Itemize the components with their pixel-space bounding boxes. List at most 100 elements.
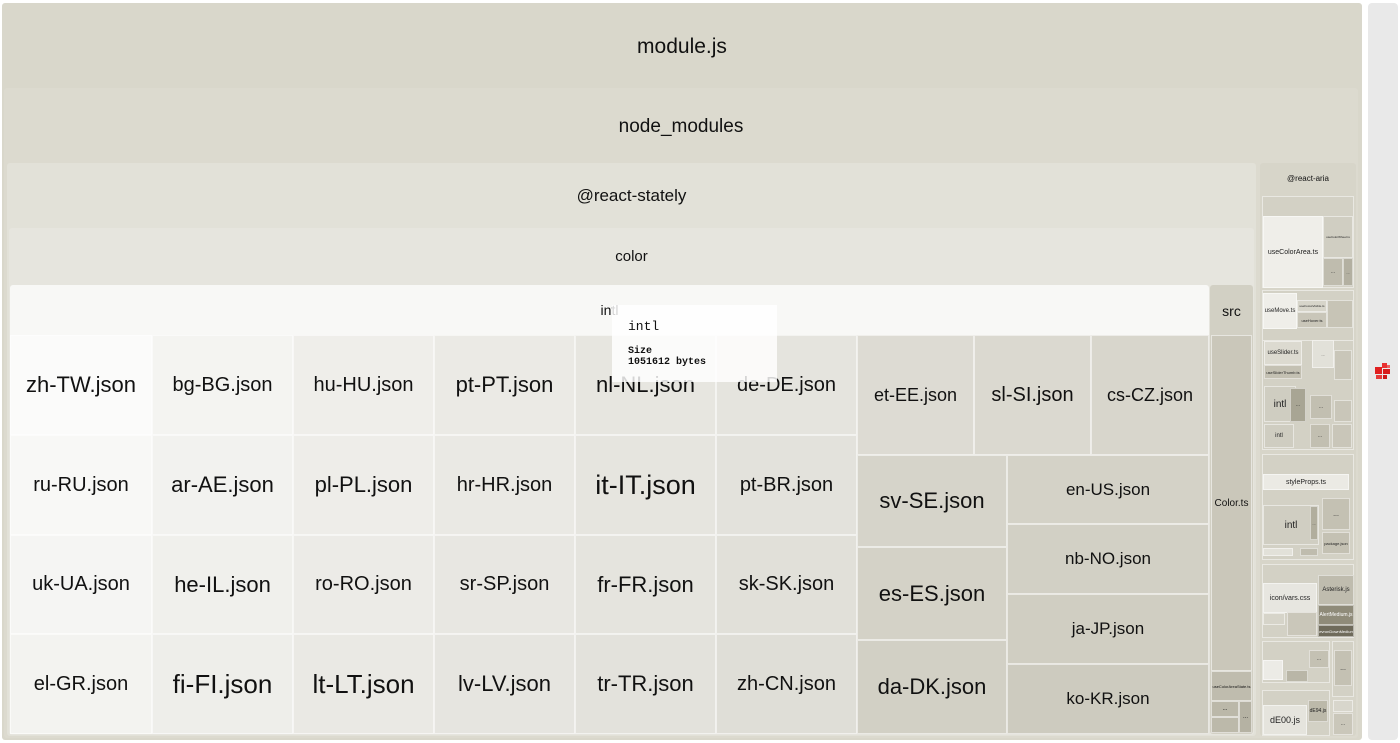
node-locale-file[interactable]: ru-RU.json bbox=[10, 435, 152, 535]
node-locale-file[interactable]: en-US.json bbox=[1007, 455, 1209, 524]
node-locale-file[interactable]: zh-TW.json bbox=[10, 335, 152, 435]
node-collapsed[interactable]: ... bbox=[1343, 258, 1353, 286]
node-locale-file[interactable]: ar-AE.json bbox=[152, 435, 293, 535]
node-use-color-area-state[interactable]: useColorAreaState.ts bbox=[1211, 671, 1252, 701]
node-locale-file[interactable]: hu-HU.json bbox=[293, 335, 434, 435]
node-collapsed[interactable]: ... bbox=[1312, 340, 1334, 368]
node-label: fi-FI.json bbox=[172, 668, 273, 699]
node-file[interactable]: useFocusVisible.ts bbox=[1297, 300, 1327, 312]
treemap-logo-icon[interactable] bbox=[1375, 363, 1391, 380]
node-file[interactable]: useColorArea.ts bbox=[1263, 216, 1323, 288]
node-label: ... bbox=[1312, 520, 1316, 526]
node-label: Asterisk.js bbox=[1322, 587, 1350, 593]
node-file[interactable]: styleProps.ts bbox=[1263, 474, 1349, 490]
node-file[interactable]: useSliderThumb.ts bbox=[1264, 365, 1302, 379]
node-locale-file[interactable]: ko-KR.json bbox=[1007, 664, 1209, 734]
node-label: sv-SE.json bbox=[879, 488, 985, 513]
node-label: sl-SI.json bbox=[991, 383, 1074, 406]
node-locale-file[interactable]: sr-SP.json bbox=[434, 535, 575, 634]
tooltip-size-value: 1051612 bytes bbox=[628, 357, 707, 368]
node-collapsed[interactable]: ... bbox=[1239, 701, 1252, 733]
node-label: ... bbox=[1340, 721, 1346, 727]
node-locale-file[interactable]: hr-HR.json bbox=[434, 435, 575, 535]
node-group[interactable] bbox=[1333, 700, 1353, 712]
node-color-ts[interactable]: Color.ts bbox=[1211, 335, 1252, 671]
node-file[interactable]: ChevronDownMedium.js bbox=[1318, 625, 1354, 637]
node-locale-file[interactable]: it-IT.json bbox=[575, 435, 716, 535]
node-file[interactable]: useSlider.ts bbox=[1264, 341, 1302, 365]
node-file[interactable]: AlertMedium.js bbox=[1318, 605, 1354, 625]
node-collapsed[interactable]: ... bbox=[1334, 650, 1352, 686]
node-label: package.json bbox=[1324, 540, 1348, 546]
node-collapsed[interactable] bbox=[1211, 717, 1239, 733]
node-locale-file[interactable]: sv-SE.json bbox=[857, 455, 1007, 547]
node-locale-file[interactable]: es-ES.json bbox=[857, 547, 1007, 640]
node-file[interactable]: useHover.ts bbox=[1297, 312, 1327, 328]
node-collapsed[interactable]: ... bbox=[1290, 388, 1306, 422]
node-group[interactable] bbox=[1263, 548, 1293, 556]
node-label: pt-PT.json bbox=[455, 372, 554, 397]
node-label: nb-NO.json bbox=[1065, 549, 1151, 568]
node-file[interactable]: dE00.js bbox=[1263, 705, 1307, 735]
node-file[interactable]: intl bbox=[1263, 505, 1319, 545]
node-locale-file[interactable]: fr-FR.json bbox=[575, 535, 716, 634]
node-locale-file[interactable]: pl-PL.json bbox=[293, 435, 434, 535]
node-collapsed[interactable]: ... bbox=[1310, 395, 1332, 419]
node-label: useSliderThumb.ts bbox=[1266, 369, 1300, 375]
node-file[interactable]: package.json bbox=[1322, 532, 1350, 554]
node-group[interactable] bbox=[1286, 670, 1308, 682]
node-locale-file[interactable]: zh-CN.json bbox=[716, 634, 857, 734]
node-group[interactable] bbox=[1327, 300, 1353, 328]
node-locale-file[interactable]: lt-LT.json bbox=[293, 634, 434, 734]
node-locale-file[interactable]: fi-FI.json bbox=[152, 634, 293, 734]
node-locale-file[interactable]: nb-NO.json bbox=[1007, 524, 1209, 594]
node-label: AlertMedium.js bbox=[1319, 612, 1353, 618]
node-label: intl bbox=[1273, 398, 1287, 410]
node-label: intl bbox=[1284, 519, 1298, 531]
node-file[interactable]: Asterisk.js bbox=[1318, 575, 1354, 605]
node-group[interactable] bbox=[1287, 612, 1317, 636]
node-locale-file[interactable]: da-DK.json bbox=[857, 640, 1007, 734]
node-label: useHover.ts bbox=[1301, 317, 1323, 323]
node-locale-file[interactable]: pt-BR.json bbox=[716, 435, 857, 535]
node-locale-file[interactable]: ro-RO.json bbox=[293, 535, 434, 634]
node-locale-file[interactable]: lv-LV.json bbox=[434, 634, 575, 734]
node-file[interactable]: icon/vars.css bbox=[1263, 583, 1317, 613]
node-group[interactable] bbox=[1332, 424, 1352, 448]
tooltip-name: intl bbox=[628, 319, 660, 334]
node-locale-file[interactable]: sl-SI.json bbox=[974, 335, 1091, 455]
node-locale-file[interactable]: sk-SK.json bbox=[716, 535, 857, 634]
node-locale-file[interactable]: el-GR.json bbox=[10, 634, 152, 734]
node-collapsed[interactable]: ... bbox=[1310, 424, 1330, 448]
node-locale-file[interactable]: uk-UA.json bbox=[10, 535, 152, 634]
node-file[interactable]: useColorWheel.ts bbox=[1323, 216, 1353, 258]
node-collapsed[interactable]: ... bbox=[1333, 713, 1353, 735]
node-collapsed[interactable]: ... bbox=[1322, 498, 1350, 530]
node-label: fr-FR.json bbox=[597, 571, 694, 597]
node-group[interactable] bbox=[1263, 660, 1283, 680]
node-collapsed[interactable]: ... bbox=[1211, 701, 1239, 717]
node-file[interactable]: useMove.ts bbox=[1263, 293, 1297, 329]
node-group[interactable] bbox=[1334, 400, 1352, 422]
node-locale-file[interactable]: he-IL.json bbox=[152, 535, 293, 634]
node-locale-file[interactable]: tr-TR.json bbox=[575, 634, 716, 734]
node-collapsed[interactable]: ... bbox=[1310, 506, 1318, 540]
node-label: sk-SK.json bbox=[738, 573, 835, 595]
node-file[interactable]: dE94.js bbox=[1308, 700, 1328, 722]
node-locale-file[interactable]: et-EE.json bbox=[857, 335, 974, 455]
node-label: sr-SP.json bbox=[459, 573, 550, 595]
node-locale-file[interactable]: cs-CZ.json bbox=[1091, 335, 1209, 455]
node-locale-file[interactable]: ja-JP.json bbox=[1007, 594, 1209, 664]
node-collapsed[interactable]: ... bbox=[1309, 650, 1329, 668]
node-label: he-IL.json bbox=[174, 571, 271, 597]
node-title: @react-stately bbox=[576, 186, 687, 205]
node-group[interactable] bbox=[1300, 548, 1318, 556]
node-group[interactable] bbox=[1334, 350, 1352, 380]
node-locale-file[interactable]: pt-PT.json bbox=[434, 335, 575, 435]
node-locale-file[interactable]: bg-BG.json bbox=[152, 335, 293, 435]
node-collapsed[interactable]: ... bbox=[1323, 258, 1343, 286]
node-file[interactable]: intl bbox=[1264, 424, 1294, 448]
node-label: useSlider.ts bbox=[1267, 350, 1299, 356]
node-label: ... bbox=[1340, 664, 1346, 672]
node-group[interactable] bbox=[1263, 613, 1285, 625]
